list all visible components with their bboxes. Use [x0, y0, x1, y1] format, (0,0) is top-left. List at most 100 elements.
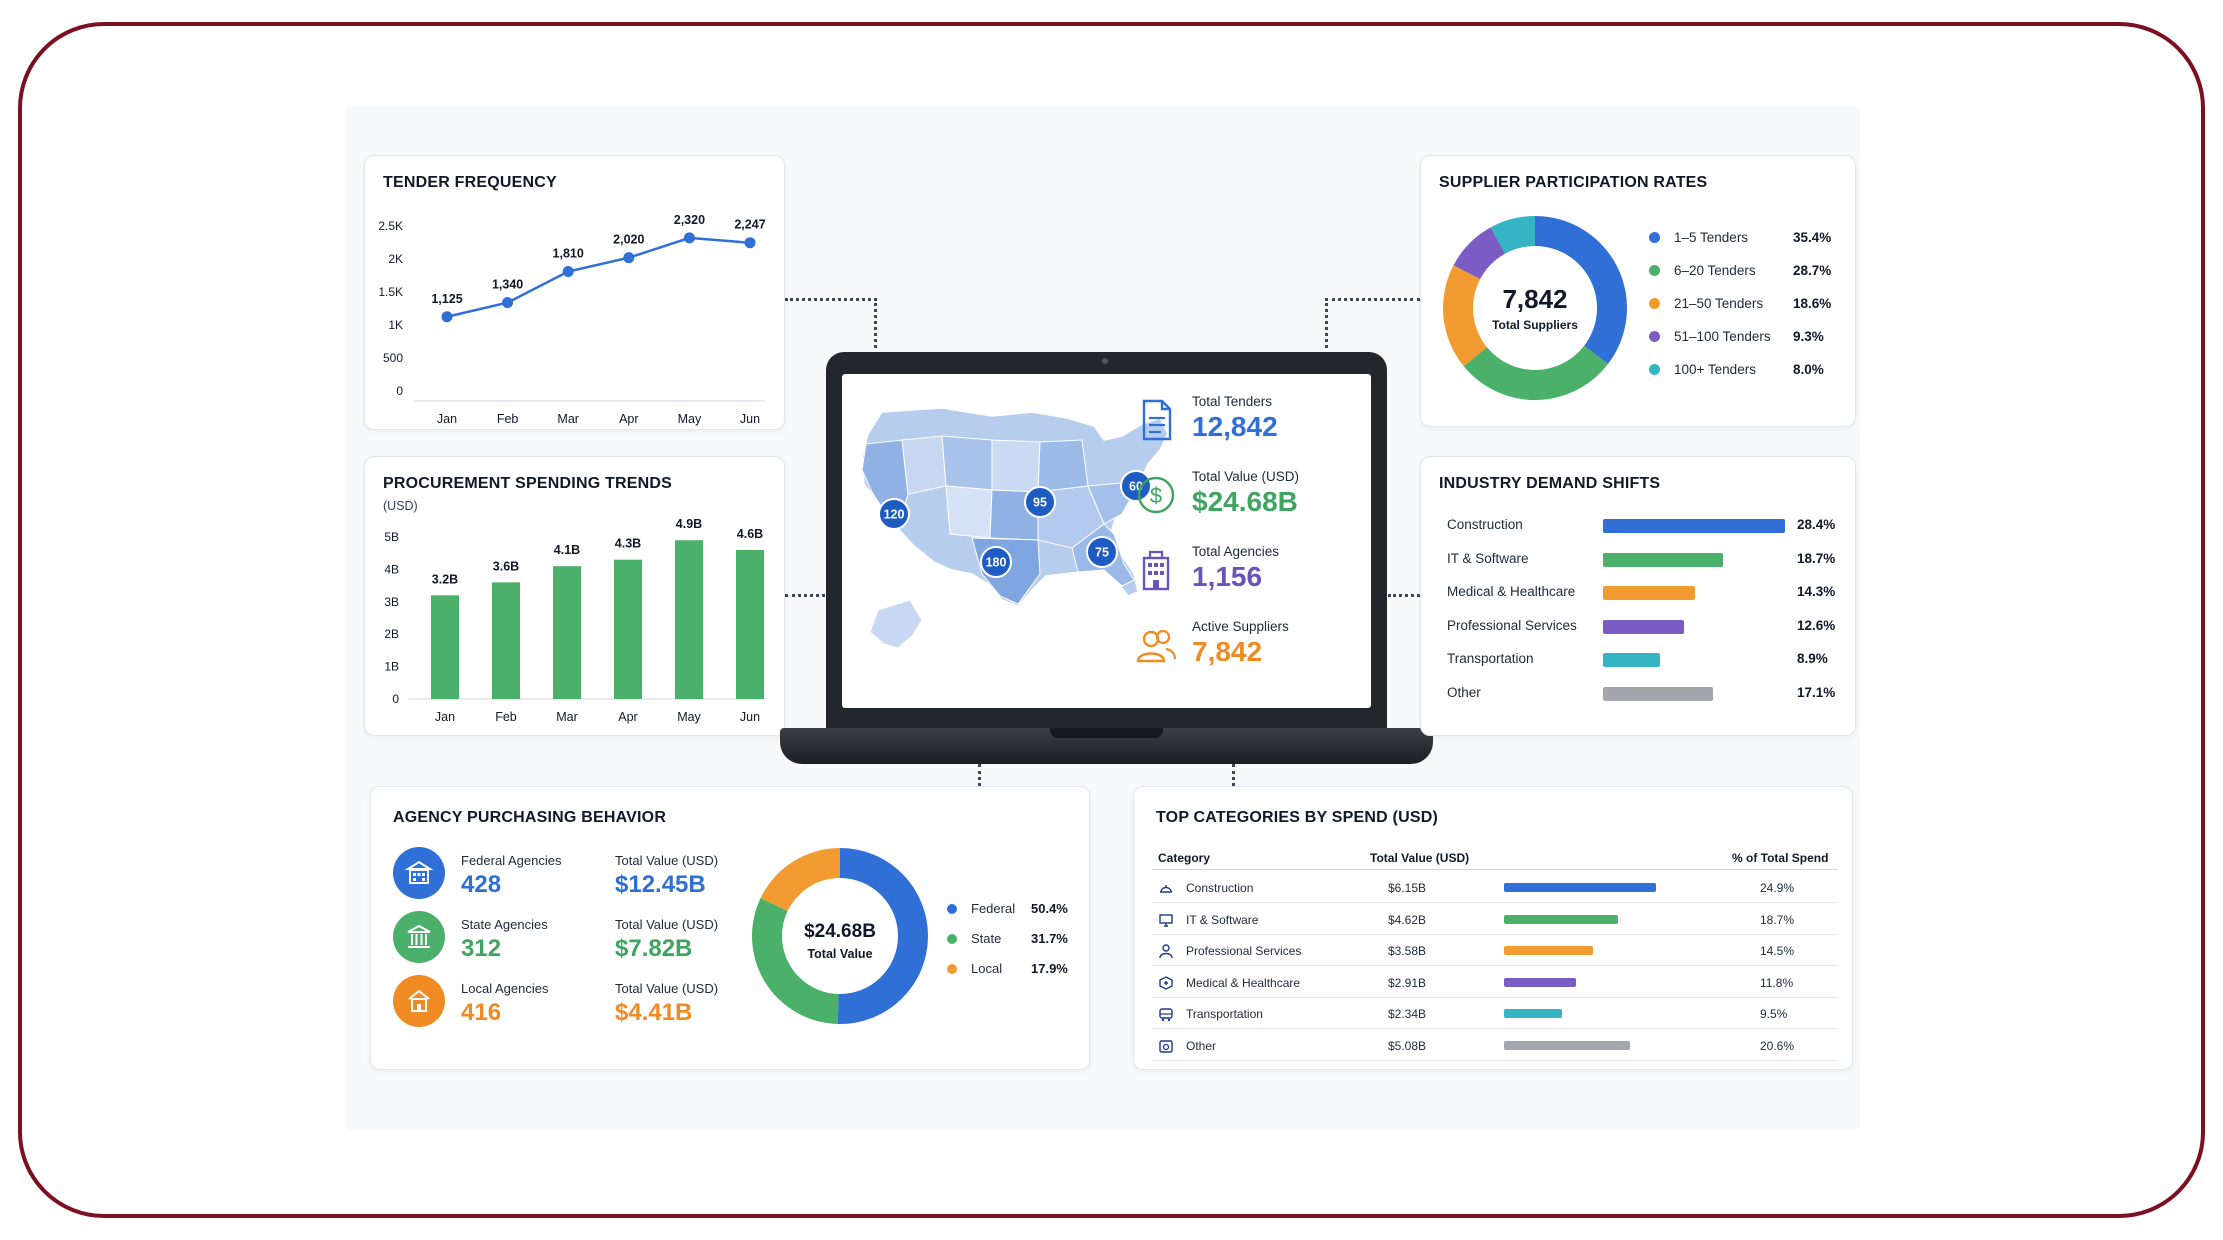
data-point [623, 252, 635, 264]
bar-value: 12.6% [1797, 617, 1836, 633]
data-label: 1,340 [492, 278, 523, 292]
table-row: Other $5.08B 20.6% [1152, 1029, 1838, 1061]
legend-value: 18.6% [1793, 296, 1832, 311]
table-header-category: Category [1158, 851, 1211, 865]
data-label: 1,125 [431, 292, 462, 306]
y-tick-label: 4B [384, 562, 399, 576]
legend-label: State [971, 931, 1002, 946]
card-title: AGENCY PURCHASING BEHAVIOR [393, 809, 667, 826]
share-bar [1504, 946, 1593, 955]
table-row: Construction $6.15B 24.9% [1152, 871, 1838, 903]
table-header-share: % of Total Spend [1732, 851, 1829, 865]
x-tick-label: Feb [495, 710, 517, 724]
legend-dot [947, 963, 957, 974]
agency-value: $4.41B [615, 999, 693, 1026]
data-point [441, 311, 453, 323]
supplier-donut-chart [1443, 216, 1627, 400]
x-tick-label: Jan [435, 710, 455, 724]
data-label: 4.1B [554, 543, 580, 557]
category-label: Transportation [1447, 651, 1534, 666]
y-tick-label: 5B [384, 530, 399, 544]
legend-dot [1649, 331, 1660, 342]
category-name: IT & Software [1186, 912, 1259, 927]
legend-label: 1–5 Tenders [1674, 230, 1749, 245]
kpi-value: 7,842 [1192, 636, 1263, 667]
agency-value-label: Total Value (USD) [615, 981, 719, 996]
y-tick-label: 0 [396, 384, 403, 398]
legend-dot [947, 933, 957, 944]
local-building-icon [393, 975, 445, 1027]
category-share: 14.5% [1760, 944, 1795, 958]
category-value: $2.34B [1388, 1007, 1427, 1021]
donut-center-value: 7,842 [1502, 284, 1568, 314]
donut-center-label: Total Value [807, 947, 873, 961]
donut-slice [1535, 216, 1627, 364]
table-row: Professional Services $3.58B 14.5% [1152, 934, 1838, 966]
card-title: SUPPLIER PARTICIPATION RATES [1439, 174, 1708, 191]
map-badge-label: 95 [1033, 496, 1047, 510]
legend-item: 1–5 Tenders [1649, 230, 1748, 245]
map-badge-label: 75 [1095, 546, 1109, 560]
laptop-notch [1050, 728, 1163, 738]
x-tick-label: Mar [556, 710, 578, 724]
data-label: 4.9B [676, 517, 702, 531]
category-value: $6.15B [1388, 881, 1427, 895]
legend-item: Federal [947, 901, 1015, 916]
kpi-active-suppliers: Active Suppliers 7,842 [1136, 619, 1362, 668]
agency-value: $7.82B [615, 935, 693, 962]
bar [431, 595, 459, 699]
donut-center-label: Total Suppliers [1492, 318, 1578, 332]
laptop-display: 120 95 60 180 75 Total Tenders 12,842 $ Tota… [842, 374, 1371, 708]
donut-slice [1463, 345, 1609, 400]
legend-label: Local [971, 961, 1003, 976]
x-tick-label: Mar [557, 412, 579, 426]
laptop-base [780, 728, 1433, 764]
share-bar [1504, 1009, 1562, 1018]
legend-value: 31.7% [1031, 931, 1068, 946]
kpi-label: Total Tenders [1192, 394, 1273, 409]
users-icon [1136, 629, 1176, 663]
data-label: 3.6B [493, 559, 519, 573]
donut-slice [760, 848, 840, 911]
category-share: 20.6% [1760, 1038, 1795, 1053]
federal-building-icon [393, 847, 445, 899]
legend-value: 17.9% [1031, 961, 1068, 976]
category-share: 18.7% [1760, 912, 1795, 927]
donut-slice [1443, 265, 1487, 367]
category-value: $4.62B [1388, 912, 1427, 927]
x-tick-label: Feb [497, 412, 519, 426]
kpi-label: Total Value (USD) [1192, 469, 1300, 484]
bar-value: 18.7% [1797, 550, 1836, 566]
table-row: Medical & Healthcare $2.91B 11.8% [1152, 966, 1838, 998]
y-tick-label: 500 [383, 351, 403, 365]
series-line [446, 236, 751, 318]
hardhat-icon [1160, 885, 1172, 893]
bar [736, 549, 764, 699]
legend-item: State [947, 931, 1001, 946]
dollar-icon: $ [1137, 476, 1175, 514]
agency-row-local: Local Agencies 416 Total Value (USD) $4.… [393, 975, 723, 1035]
agency-count: 312 [461, 935, 502, 962]
legend-value: 28.7% [1793, 263, 1832, 278]
kpi-label: Total Agencies [1192, 544, 1280, 559]
category-label: Other [1447, 684, 1481, 700]
category-name: Other [1186, 1038, 1217, 1053]
data-label: 2,320 [674, 213, 705, 227]
legend-item: 51–100 Tenders [1649, 329, 1771, 344]
category-name: Construction [1186, 881, 1254, 895]
table-header-divider [1152, 869, 1838, 870]
agency-row-state: State Agencies 312 Total Value (USD) $7.… [393, 911, 723, 971]
legend-dot [947, 903, 957, 914]
y-tick-label: 3B [384, 595, 399, 609]
svg-text:$: $ [1150, 483, 1162, 508]
connector-agency [978, 764, 981, 786]
kpi-label: Active Suppliers [1192, 619, 1289, 634]
bar [1603, 686, 1713, 701]
legend-value: 9.3% [1793, 329, 1824, 344]
y-tick-label: 1B [384, 660, 399, 674]
data-point [502, 297, 514, 309]
agency-name: Federal Agencies [461, 853, 562, 868]
y-tick-label: 0 [392, 692, 399, 706]
donut-slice [752, 898, 839, 1024]
bar-value: 28.4% [1797, 517, 1836, 532]
